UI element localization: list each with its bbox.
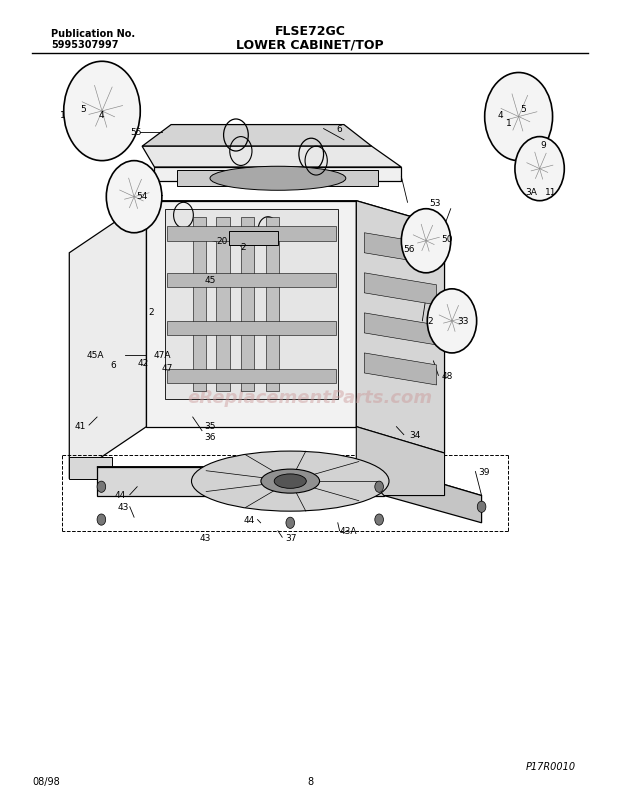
Text: 45: 45 [205,275,216,284]
Circle shape [97,515,105,525]
Text: LOWER CABINET/TOP: LOWER CABINET/TOP [236,39,384,51]
Text: 50: 50 [441,234,453,243]
Polygon shape [146,202,445,227]
Polygon shape [142,147,401,168]
Polygon shape [97,467,384,496]
Polygon shape [177,171,378,187]
Text: 48: 48 [441,372,453,381]
Circle shape [106,161,162,234]
Polygon shape [165,210,338,400]
Circle shape [401,210,451,274]
Polygon shape [97,467,482,496]
Text: 44: 44 [115,491,126,499]
Text: P17R0010: P17R0010 [525,761,575,771]
Text: 34: 34 [409,430,420,439]
Text: 47: 47 [161,364,172,373]
Text: 11: 11 [545,187,557,197]
Text: 9: 9 [541,141,546,150]
Text: 43A: 43A [340,527,357,536]
Text: 5: 5 [81,105,86,114]
Circle shape [515,137,564,202]
Circle shape [485,73,552,161]
Text: 1: 1 [60,111,66,120]
Text: 4: 4 [497,111,503,120]
Text: 6: 6 [337,125,342,134]
Text: 8: 8 [307,776,313,785]
Circle shape [427,289,477,353]
Text: 39: 39 [478,467,490,476]
Polygon shape [365,234,436,266]
Text: 2: 2 [148,308,154,316]
Text: 5: 5 [520,105,526,114]
Polygon shape [365,313,436,345]
Text: 56: 56 [403,245,415,254]
Text: 53: 53 [429,198,440,207]
Polygon shape [167,274,336,287]
Polygon shape [146,202,356,427]
Text: 43: 43 [118,503,130,512]
Polygon shape [193,218,206,392]
Text: 37: 37 [286,533,297,542]
Polygon shape [365,274,436,305]
Ellipse shape [274,475,306,489]
Text: 1: 1 [506,120,511,128]
Circle shape [64,62,140,161]
Polygon shape [154,168,401,181]
Ellipse shape [192,451,389,512]
Ellipse shape [261,470,319,494]
Text: eReplacementParts.com: eReplacementParts.com [187,389,433,406]
Text: 47A: 47A [153,351,170,360]
Polygon shape [216,218,230,392]
Polygon shape [167,321,336,336]
Circle shape [477,502,486,513]
Polygon shape [356,202,445,454]
Polygon shape [167,227,336,242]
Polygon shape [142,125,372,147]
Text: 36: 36 [204,432,216,441]
Text: 3A: 3A [525,187,537,197]
Text: 54: 54 [136,191,148,200]
Text: Publication No.: Publication No. [51,30,135,39]
Polygon shape [356,427,445,496]
Text: 33: 33 [458,317,469,326]
Text: 41: 41 [74,421,86,430]
Ellipse shape [210,167,346,191]
Text: 20: 20 [216,237,228,246]
Circle shape [375,515,383,525]
Polygon shape [384,467,482,523]
Text: 45A: 45A [86,351,104,360]
Text: 2: 2 [241,243,246,251]
Polygon shape [167,369,336,384]
Text: 5995307997: 5995307997 [51,40,118,50]
Circle shape [375,482,383,493]
Circle shape [286,517,294,528]
Circle shape [97,482,105,493]
Text: 2: 2 [428,317,433,326]
Text: 42: 42 [138,359,149,368]
Text: 6: 6 [111,361,117,370]
Polygon shape [229,232,278,246]
Text: 44: 44 [244,516,255,524]
Text: 35: 35 [204,421,216,430]
Text: 4: 4 [99,111,104,120]
Polygon shape [241,218,254,392]
Polygon shape [69,458,112,479]
Polygon shape [69,202,146,479]
Text: 43: 43 [200,533,211,542]
Text: 55: 55 [130,128,142,137]
Text: FLSE72GC: FLSE72GC [275,26,345,39]
Text: 08/98: 08/98 [32,776,60,785]
Polygon shape [365,353,436,385]
Polygon shape [265,218,279,392]
